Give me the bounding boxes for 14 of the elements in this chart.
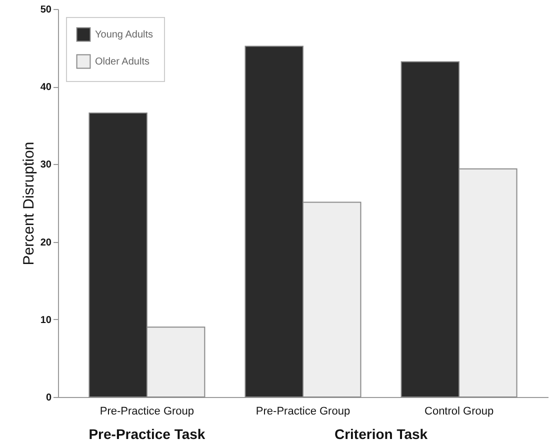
text: Criterion Task <box>334 426 428 442</box>
y-tick-label: 20 <box>40 237 52 248</box>
y-tick-label: 40 <box>40 82 52 94</box>
y-tick-label: 50 <box>40 4 52 16</box>
legend-label: Older Adults <box>95 56 150 68</box>
x-tick-label: Pre-Practice Group <box>256 406 350 418</box>
y-axis-title: Percent Disruption <box>20 142 38 266</box>
y-tick-label: 0 <box>46 392 52 404</box>
x-tick-label: Pre-Practice Group <box>100 406 194 418</box>
text: Pre-Practice Task <box>88 426 206 442</box>
x-tick-label: Control Group <box>424 406 494 418</box>
legend-label: Young Adults <box>95 30 154 40</box>
y-tick-label: 30 <box>40 160 52 171</box>
y-tick-label: 10 <box>40 314 52 326</box>
